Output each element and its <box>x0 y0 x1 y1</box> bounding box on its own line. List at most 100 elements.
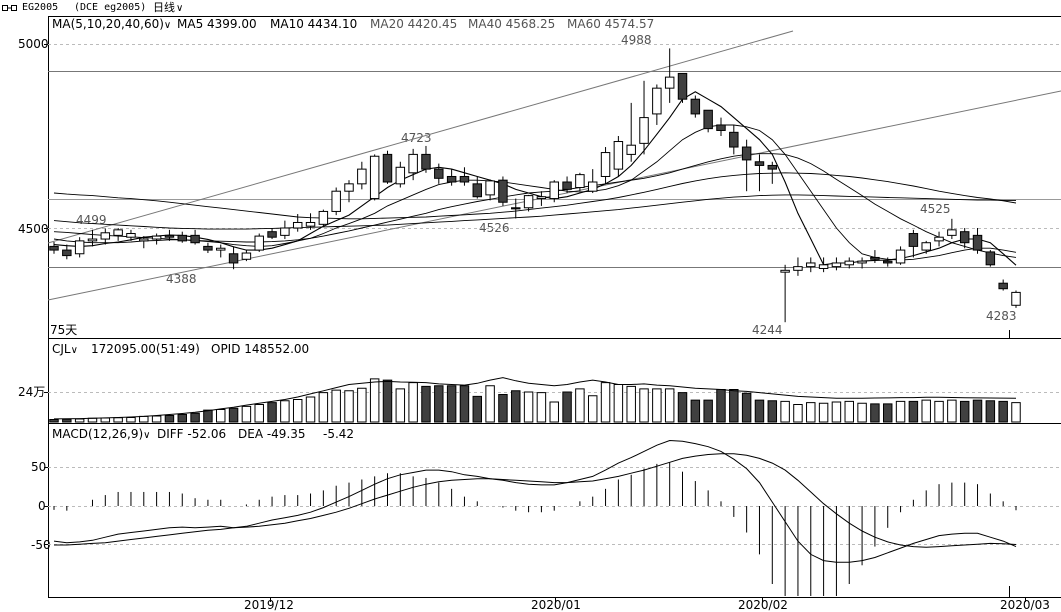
candle <box>754 154 765 192</box>
volume-bar <box>485 385 495 423</box>
candle-body <box>883 260 893 264</box>
volume-bar <box>472 395 483 423</box>
volume-bar <box>1011 402 1021 423</box>
volume-bar <box>549 401 559 423</box>
macd-series <box>53 439 1017 596</box>
ma5-value: MA5 4399.00 <box>177 17 257 31</box>
macd-y-tick-0: 0 <box>38 499 46 513</box>
ma40-line <box>53 172 1017 220</box>
volume-bar <box>857 402 867 423</box>
drawn-trend-line[interactable] <box>47 30 794 244</box>
dea-line <box>54 453 1017 548</box>
period-selector[interactable]: 日线∨ <box>153 0 183 17</box>
volume-bar <box>357 387 367 423</box>
candle-body <box>151 235 162 240</box>
volume-value: 172095.00(51:49) <box>91 342 200 356</box>
dea-value: DEA -49.35 <box>238 427 306 441</box>
days-label: 75天 <box>50 323 78 337</box>
candle <box>972 228 983 254</box>
volume-bar <box>729 389 739 423</box>
candle-body <box>716 124 726 131</box>
candle <box>562 176 572 194</box>
candle <box>959 228 970 249</box>
contract-switch-icon[interactable] <box>2 5 17 11</box>
volume-bar <box>780 400 790 423</box>
candle <box>280 220 290 240</box>
trough-annotation: 4244 <box>752 323 783 337</box>
volume-indicator-selector[interactable]: CJL∨ <box>52 342 78 358</box>
volume-bar <box>587 395 598 423</box>
volume-bar <box>664 388 675 423</box>
candle <box>177 231 187 243</box>
candle-body <box>934 236 944 242</box>
volume-bar <box>523 391 534 423</box>
trough-annotation: 4388 <box>166 272 197 286</box>
volume-bar <box>177 414 187 423</box>
ma-indicator-label: MA(5,10,20,40,60) <box>52 17 164 31</box>
volume-bar <box>536 392 547 423</box>
candle-body <box>267 231 277 238</box>
volume-bar <box>267 402 277 423</box>
volume-bar <box>446 385 457 423</box>
candle <box>652 84 662 125</box>
candle-body <box>870 256 880 260</box>
candle-body <box>305 221 316 227</box>
candle <box>139 236 149 249</box>
peak-annotation: 4525 <box>920 202 951 216</box>
candle <box>459 167 470 186</box>
volume-bar <box>459 385 470 423</box>
candle <box>677 72 688 103</box>
volume-bar <box>985 400 996 423</box>
candle <box>228 246 239 270</box>
volume-bar <box>241 405 252 423</box>
volume-bar <box>844 400 854 423</box>
candle-body <box>575 174 585 189</box>
ma-indicator-selector[interactable]: MA(5,10,20,40,60)∨ <box>52 17 171 33</box>
candle <box>690 95 701 118</box>
candle-body <box>228 253 239 264</box>
volume-bar <box>344 390 354 423</box>
volume-bar <box>716 389 726 423</box>
candle-body <box>985 251 996 266</box>
candle-body <box>382 153 393 183</box>
volume-bar <box>562 391 572 423</box>
candle-body <box>806 262 816 268</box>
candle-body <box>395 166 406 185</box>
volume-bar <box>626 385 636 423</box>
macd-indicator-selector[interactable]: MACD(12,26,9)∨ <box>52 427 150 443</box>
x-axis-label: 2020/03 <box>1000 598 1050 612</box>
candle-body <box>793 266 803 271</box>
candle-body <box>62 249 72 257</box>
candle <box>639 80 649 155</box>
candle <box>100 228 111 245</box>
volume-bar <box>151 415 162 423</box>
diff-line <box>53 439 1017 563</box>
candle <box>164 229 175 241</box>
candle <box>485 179 495 201</box>
candle-body <box>523 195 534 209</box>
candle-body <box>600 152 611 177</box>
candle <box>254 233 264 252</box>
period-label: 日线 <box>153 1 175 14</box>
ma10-value: MA10 4434.10 <box>270 17 358 31</box>
candle-body <box>126 233 136 238</box>
y-tick-4500: 4500 <box>18 222 49 236</box>
volume-bar <box>741 392 752 423</box>
chevron-down-icon: ∨ <box>163 20 172 31</box>
candle-body <box>587 181 598 192</box>
candle-body <box>203 245 213 251</box>
candle-body <box>190 234 200 244</box>
candle-body <box>100 232 111 240</box>
volume-bar <box>613 384 624 423</box>
candle <box>1011 290 1021 308</box>
volume-bar <box>139 415 149 423</box>
volume-bar <box>575 388 585 423</box>
candle-body <box>241 252 252 260</box>
peak-annotation: 4988 <box>621 33 652 47</box>
candle-body <box>216 247 226 251</box>
candle <box>857 257 867 269</box>
volume-bar <box>870 403 880 423</box>
volume-bar <box>818 402 829 423</box>
candle-body <box>331 190 341 212</box>
